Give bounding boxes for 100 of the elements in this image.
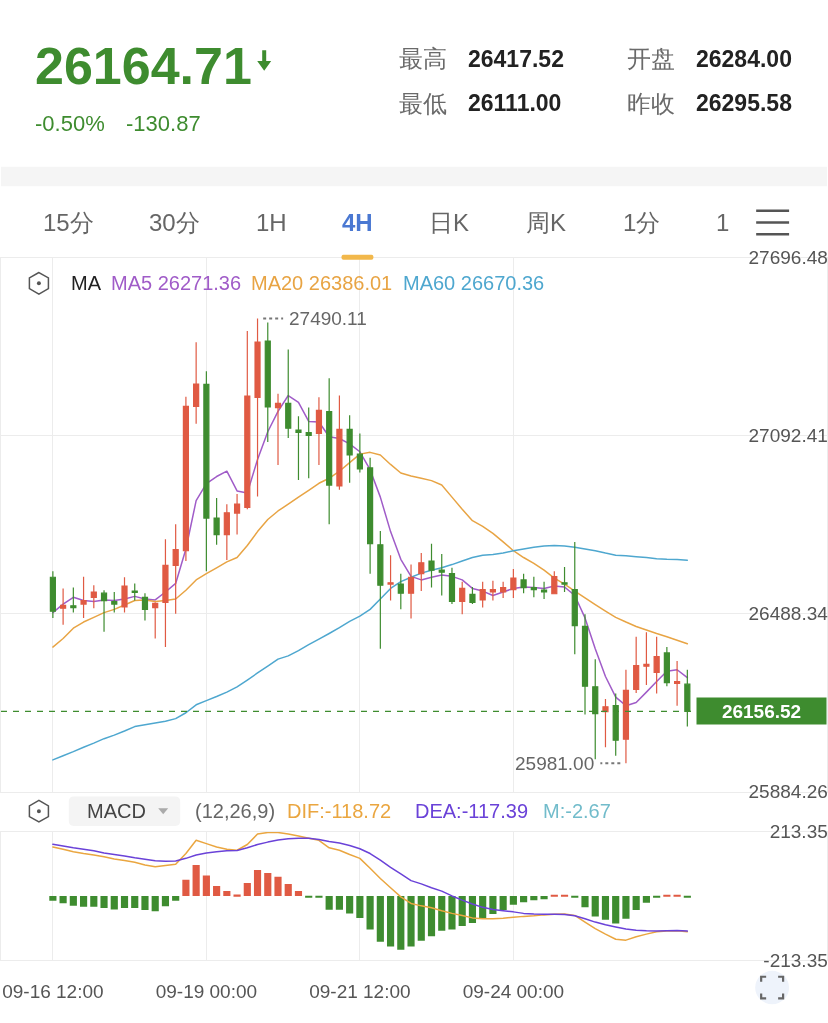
bar xyxy=(642,895,650,903)
legend-title: MA xyxy=(71,272,102,294)
bar xyxy=(683,895,691,898)
bar xyxy=(202,875,210,896)
candlestick xyxy=(305,406,312,479)
bar xyxy=(550,894,558,897)
candlestick xyxy=(663,646,670,687)
text: 26284.00 xyxy=(696,46,792,72)
text: 1 xyxy=(716,209,730,236)
candlestick xyxy=(571,541,578,655)
bar xyxy=(69,895,77,906)
candlestick xyxy=(141,592,149,622)
candlestick xyxy=(561,566,568,593)
bar xyxy=(612,895,620,924)
candlestick xyxy=(90,584,97,609)
bar xyxy=(49,895,57,901)
candlestick xyxy=(152,601,159,640)
candlestick xyxy=(397,573,404,610)
candlestick xyxy=(356,432,363,473)
candlestick xyxy=(70,586,77,614)
candlestick xyxy=(100,589,108,633)
bar xyxy=(264,873,272,896)
candlestick xyxy=(633,636,640,694)
candlestick xyxy=(121,576,128,614)
bar xyxy=(274,876,282,896)
bar xyxy=(253,870,262,896)
text: 昨收 xyxy=(627,90,675,117)
text: 1H xyxy=(256,209,287,236)
candlestick xyxy=(80,576,87,619)
bar xyxy=(622,895,630,919)
text: 日K xyxy=(429,209,470,236)
line-series xyxy=(52,451,689,648)
bar xyxy=(663,894,671,897)
bar xyxy=(182,879,190,896)
candlestick xyxy=(223,503,230,561)
bar xyxy=(386,895,395,947)
bar xyxy=(325,895,333,910)
bar xyxy=(509,895,517,905)
candlestick xyxy=(653,636,660,695)
bar xyxy=(520,895,528,903)
candlestick xyxy=(469,586,476,605)
bar xyxy=(59,895,67,904)
candlestick xyxy=(49,570,56,619)
bar xyxy=(151,895,159,912)
candlestick xyxy=(274,393,282,466)
x-tick-label: 09-19 00:00 xyxy=(155,980,258,1002)
bar xyxy=(233,894,241,897)
text: -0.50% xyxy=(35,111,105,136)
candlestick xyxy=(244,330,251,510)
candlestick xyxy=(407,563,415,620)
candlestick xyxy=(387,554,394,602)
annotation: 25981.00 xyxy=(515,753,595,774)
series-label: DIF:-118.72 xyxy=(287,800,392,822)
text: DEA:-117.39 xyxy=(415,800,529,822)
bar xyxy=(356,895,364,918)
annotation: 27490.11 xyxy=(289,308,367,329)
bar xyxy=(591,895,599,917)
candlestick xyxy=(193,341,200,425)
bar xyxy=(479,895,487,918)
bar xyxy=(305,895,313,898)
bar xyxy=(79,895,88,907)
bar xyxy=(110,895,118,910)
candlestick xyxy=(459,581,466,615)
candlestick xyxy=(674,660,681,707)
y-tick-label: 26488.34 xyxy=(748,603,828,625)
bar xyxy=(192,864,200,896)
bar xyxy=(427,895,436,937)
text: MA60 26670.36 xyxy=(403,272,545,294)
bar xyxy=(397,895,405,950)
bar xyxy=(100,895,108,908)
candlestick xyxy=(162,538,169,648)
x-tick-label: 09-24 00:00 xyxy=(462,980,565,1002)
candlestick xyxy=(295,415,302,481)
candlestick xyxy=(233,493,241,536)
candlestick xyxy=(315,396,323,466)
text: 4H xyxy=(342,209,373,236)
bar xyxy=(673,894,681,897)
bar xyxy=(131,895,139,908)
bar xyxy=(581,895,589,908)
candlestick xyxy=(346,414,353,484)
candlestick xyxy=(418,552,425,592)
candlestick xyxy=(326,377,333,525)
bar xyxy=(294,891,303,896)
candlestick xyxy=(540,581,548,600)
ref-line-label: 26156.52 xyxy=(721,700,802,722)
candlestick xyxy=(254,318,261,498)
bar xyxy=(284,883,292,896)
bar xyxy=(653,895,661,898)
candlestick xyxy=(500,581,507,599)
bar xyxy=(571,895,579,898)
bar xyxy=(223,891,231,896)
text: 周K xyxy=(526,209,567,236)
bar xyxy=(346,895,354,914)
bar xyxy=(90,895,98,907)
candlestick xyxy=(438,553,445,597)
bar xyxy=(141,895,149,911)
bar xyxy=(243,883,251,896)
bar xyxy=(335,895,343,910)
text: 最低 xyxy=(399,90,447,117)
bar xyxy=(407,895,415,947)
